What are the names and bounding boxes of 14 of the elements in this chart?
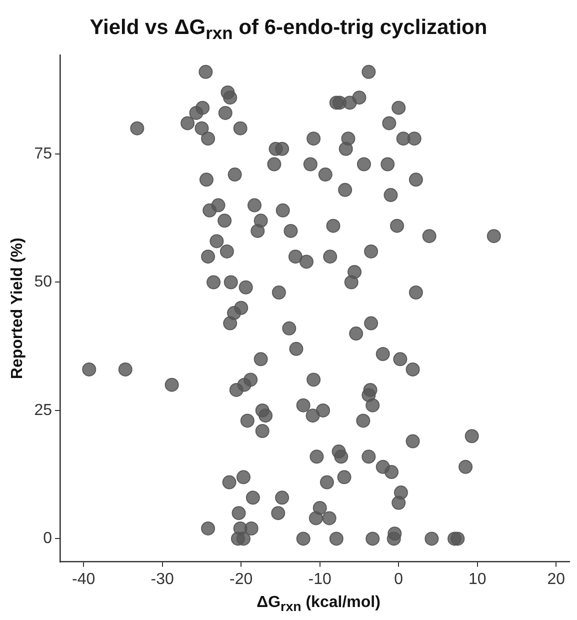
x-tick-label: 20 [547, 570, 566, 588]
x-tick-label: -10 [308, 570, 332, 588]
x-tick-label: 10 [468, 570, 486, 588]
x-axis-title: ΔG$_{rxn}$ (kcal/mol) [256, 594, 382, 614]
x-tick-label: -30 [150, 570, 174, 588]
x-tick-label: -20 [230, 570, 253, 588]
y-tick-label: 75 [34, 145, 52, 162]
y-axis-title: Reported Yield (%) [9, 238, 26, 380]
chart-title: Yield vs ΔG$_{rxn}$ of 6-endo-trig cyclization [88, 16, 488, 44]
x-tick-label: -40 [72, 570, 96, 588]
y-tick-label: 25 [34, 402, 52, 419]
x-tick-label: 0 [394, 570, 404, 588]
y-tick-label: 0 [43, 530, 52, 548]
y-tick-label: 50 [34, 274, 52, 291]
